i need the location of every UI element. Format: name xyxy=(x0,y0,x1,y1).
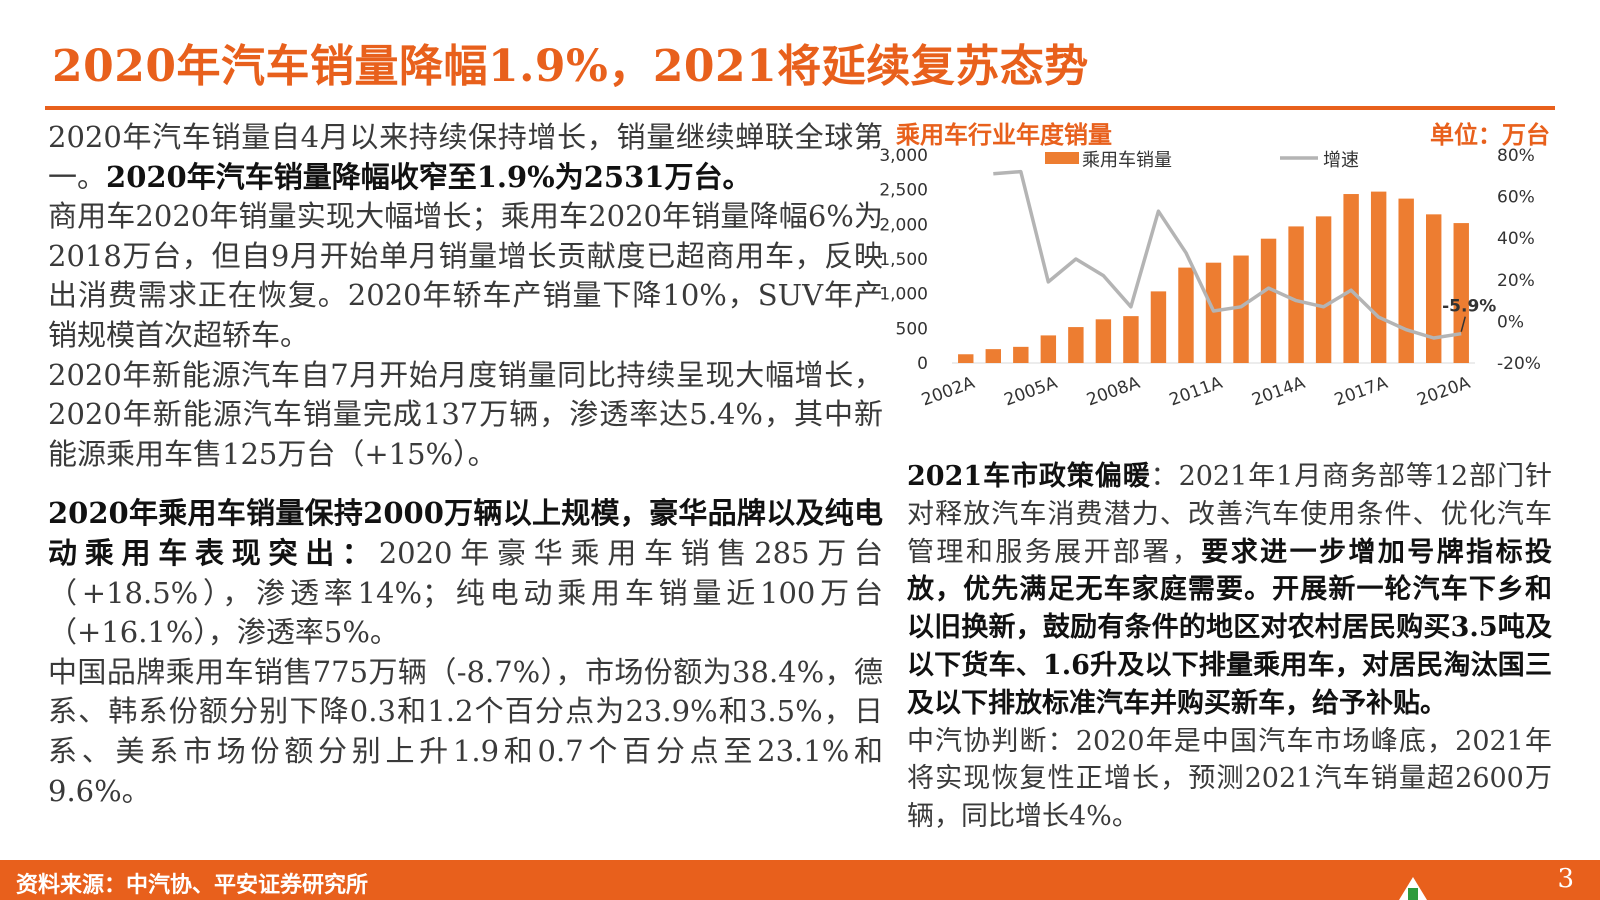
y-left-tick-label: 1,500 xyxy=(880,250,928,270)
sales-bar xyxy=(1288,226,1304,363)
sales-bar xyxy=(985,349,1001,363)
paragraph-luxury: 2020年乘用车销量保持2000万辆以上规模，豪华品牌以及纯电动乘用车表现突出：… xyxy=(48,494,883,652)
paragraph-brands: 中国品牌乘用车销售775万辆（-8.7%），市场份额为38.4%，德系、韩系份额… xyxy=(48,654,883,808)
x-tick-label: 2017A xyxy=(1332,373,1391,411)
sales-bar xyxy=(1453,223,1469,363)
sales-bar xyxy=(1426,214,1442,363)
y-left-tick-label: 0 xyxy=(917,354,928,374)
sales-bar xyxy=(1040,335,1057,363)
y-left-tick-label: 3,000 xyxy=(880,146,928,166)
paragraph-policy: 2021车市政策偏暖：2021年1月商务部等12部门针对释放汽车消费潜力、改善汽… xyxy=(907,458,1552,723)
y-right-tick-label: 60% xyxy=(1497,188,1535,208)
y-right-tick-label: -20% xyxy=(1497,354,1541,374)
sales-bar xyxy=(1013,346,1029,363)
x-tick-label: 2008A xyxy=(1084,373,1143,411)
source-note: 资料来源：中汽协、平安证券研究所 xyxy=(16,872,369,898)
page-number: 3 xyxy=(1557,864,1574,894)
paragraph-commercial: 商用车2020年销量实现大幅增长；乘用车2020年销量降幅6%为2018万台，但… xyxy=(48,199,883,352)
sales-bar xyxy=(1150,291,1167,363)
annotation-pointer xyxy=(1460,316,1466,332)
paragraph-nev: 2020年新能源汽车自7月开始月度销量同比持续呈现大幅增长，2020年新能源汽车… xyxy=(48,357,883,471)
y-right-tick-label: 80% xyxy=(1497,146,1535,166)
logo-accent-icon xyxy=(1408,888,1418,900)
chart-unit: 单位：万台 xyxy=(1430,120,1550,149)
y-right-tick-label: 40% xyxy=(1497,229,1535,249)
sales-bar xyxy=(1205,262,1222,363)
legend-bar-label: 乘用车销量 xyxy=(1082,150,1172,171)
right-text-column: 2021车市政策偏暖：2021年1月商务部等12部门针对释放汽车消费潜力、改善汽… xyxy=(907,458,1552,836)
x-tick-label: 2020A xyxy=(1415,373,1474,411)
y-left-tick-label: 500 xyxy=(896,319,928,339)
y-left-tick-label: 1,000 xyxy=(880,285,928,305)
legend-line-label: 增速 xyxy=(1323,150,1359,171)
sales-bar xyxy=(1343,194,1359,363)
text-policy-label: 2021车市政策偏暖 xyxy=(907,461,1151,492)
text-policy-lead: ：2021年1月商务部等12部门针对释放汽车消费潜力、改善汽车使用条件、优化汽车… xyxy=(907,461,1552,568)
page-title: 2020年汽车销量降幅1.9%，2021将延续复苏态势 xyxy=(52,41,1089,92)
sales-bar xyxy=(1095,319,1112,363)
text-luxury-heading: 2020年乘用车销量保持2000万辆以上规模，豪华品牌以及纯电动乘用车表现突出： xyxy=(48,496,883,570)
sales-bar xyxy=(1178,267,1194,363)
text-sales-lead: 2020年汽车销量自4月以来持续保持增长，销量继续蝉联全球第一。 xyxy=(48,120,883,194)
sales-bar xyxy=(958,354,974,363)
sales-chart: 0 500 1,000 1,500 2,000 2,500 3,000 -20% 0% 20% 40… xyxy=(880,146,1541,411)
paragraph-sales-overview: 2020年汽车销量自4月以来持续保持增长，销量继续蝉联全球第一。2020年汽车销… xyxy=(48,118,883,197)
paragraph-gap xyxy=(48,474,883,494)
sales-bar xyxy=(1370,191,1387,363)
sales-bar xyxy=(1260,238,1277,363)
x-tick-label: 2002A xyxy=(919,373,978,411)
x-tick-label: 2014A xyxy=(1249,373,1308,411)
y-left-tick-label: 2,000 xyxy=(880,215,928,235)
footer-bar: 资料来源：中汽协、平安证券研究所 3 xyxy=(0,860,1600,900)
left-text-column: 2020年汽车销量自4月以来持续保持增长，销量继续蝉联全球第一。2020年汽车销… xyxy=(48,118,883,811)
sales-bar xyxy=(1123,316,1139,363)
text-sales-highlight: 2020年汽车销量降幅收窄至1.9%为2531万台。 xyxy=(106,159,752,194)
chart-title: 乘用车行业年度销量 xyxy=(896,120,1112,149)
growth-line xyxy=(993,169,1462,340)
y-right-tick-label: 0% xyxy=(1497,312,1524,332)
x-tick-label: 2005A xyxy=(1002,373,1061,411)
sales-bar xyxy=(1398,198,1414,363)
legend-bar-swatch xyxy=(1045,152,1079,164)
sales-bar xyxy=(1315,216,1332,363)
y-left-tick-label: 2,500 xyxy=(880,181,928,201)
sales-bar xyxy=(1068,327,1084,363)
sales-bar xyxy=(1233,255,1249,363)
text-policy-highlight: 要求进一步增加号牌指标投放，优先满足无车家庭需要。开展新一轮汽车下乡和以旧换新，… xyxy=(907,536,1553,719)
x-tick-label: 2011A xyxy=(1167,373,1226,411)
title-divider xyxy=(45,106,1555,110)
annotation-label: -5.9% xyxy=(1442,297,1496,317)
y-right-tick-label: 20% xyxy=(1497,271,1535,291)
text-luxury-body: 2020年豪华乘用车销售285万台（+18.5%），渗透率14%；纯电动乘用车销… xyxy=(48,535,883,650)
paragraph-forecast: 中汽协判断：2020年是中国汽车市场峰底，2021年将实现恢复性正增长，预测20… xyxy=(907,725,1552,833)
